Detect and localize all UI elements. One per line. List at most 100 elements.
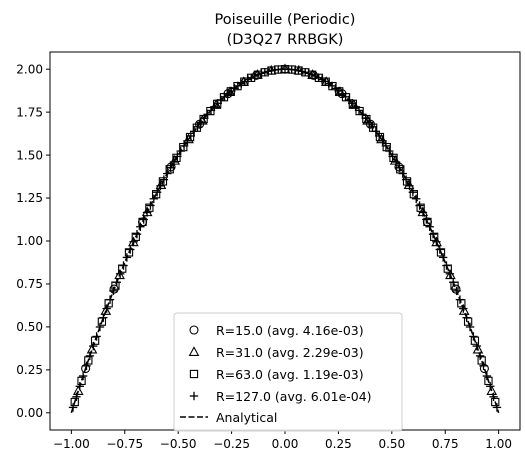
x-tick-label: −1.00: [53, 437, 90, 451]
data-point-plus: [109, 286, 118, 296]
data-point-plus: [189, 127, 199, 136]
x-tick-label: 0.25: [325, 437, 352, 451]
data-point-square: [70, 397, 79, 407]
data-point-plus: [146, 201, 155, 210]
data-point-plus: [412, 194, 421, 204]
data-point-plus: [479, 361, 488, 371]
data-point-plus: [105, 295, 115, 304]
data-point-plus: [405, 181, 414, 191]
data-point-plus: [378, 136, 387, 146]
data-point-plus: [401, 175, 411, 184]
chart-title-line2: (D3Q27 RRBGK): [227, 32, 344, 48]
data-point-square: [138, 217, 147, 227]
data-point-plus: [492, 403, 502, 412]
y-tick-label: 2.00: [16, 62, 43, 76]
legend-symbol-plus: [189, 391, 199, 401]
data-point-plus: [364, 118, 374, 127]
data-point-plus: [82, 361, 91, 371]
data-point-plus: [183, 136, 192, 146]
data-point-plus: [435, 245, 444, 254]
data-point-plus: [179, 141, 189, 151]
data-point-plus: [119, 261, 128, 270]
data-point-plus: [142, 208, 152, 217]
x-tick-label: 0.75: [432, 437, 459, 451]
data-point-triangle: [445, 269, 456, 280]
legend-label-analytical: Analytical: [216, 410, 277, 425]
data-point-plus: [462, 313, 471, 322]
data-point-plus: [442, 261, 451, 270]
data-point-square: [77, 376, 86, 386]
x-tick-label: −0.50: [160, 437, 197, 451]
data-point-square: [131, 232, 140, 241]
y-tick-label: 0.75: [16, 277, 43, 291]
data-point-plus: [99, 313, 108, 322]
y-tick-label: 0.25: [16, 363, 43, 377]
data-point-plus: [139, 215, 148, 224]
data-point-plus: [92, 332, 101, 341]
data-point-plus: [455, 295, 465, 304]
x-tick-label: 0.50: [378, 437, 405, 451]
data-point-plus: [129, 237, 138, 246]
data-point-plus: [132, 229, 142, 239]
data-point-plus: [428, 229, 438, 239]
data-point-triangle: [100, 305, 112, 315]
data-point-plus: [68, 403, 78, 412]
data-point-plus: [115, 269, 125, 278]
legend-marker-circle: [189, 325, 199, 335]
data-point-square: [165, 165, 174, 174]
ticks-layer: −1.00 −0.75 −0.50 −0.25 0.00 0.25 0.50 0.75 1.00…: [16, 62, 512, 451]
data-point-plus: [159, 175, 169, 184]
series-layer: [68, 63, 502, 414]
data-point-plus: [163, 169, 172, 178]
data-point-square: [477, 356, 486, 365]
data-point-plus: [102, 304, 111, 313]
data-point-plus: [149, 194, 158, 204]
legend-box: [173, 312, 403, 432]
data-point-plus: [418, 208, 428, 217]
data-point-plus: [368, 122, 377, 131]
data-point-square: [423, 217, 432, 227]
data-point-triangle: [86, 343, 98, 354]
legend-marker-square: [189, 369, 199, 379]
data-point-square: [145, 203, 154, 212]
y-tick-label: 0.00: [16, 406, 43, 420]
data-point-plus: [169, 157, 179, 167]
legend-symbol-triangle: [188, 346, 200, 356]
x-tick-label: −0.75: [106, 437, 143, 451]
data-point-square: [436, 248, 446, 257]
data-point-triangle: [458, 305, 470, 315]
data-point-plus: [186, 131, 195, 141]
data-point-triangle: [486, 385, 498, 395]
data-point-plus: [422, 215, 431, 224]
data-point-plus: [193, 122, 202, 131]
data-point-plus: [425, 222, 434, 231]
data-point-plus: [469, 332, 478, 341]
data-point-plus: [489, 392, 498, 401]
data-point-plus: [152, 188, 162, 197]
data-point-square: [409, 190, 419, 199]
data-point-triangle: [72, 385, 84, 395]
data-point-plus: [112, 278, 121, 287]
data-point-plus: [391, 157, 401, 167]
data-point-plus: [89, 341, 98, 351]
data-point-triangle: [472, 343, 484, 354]
legend: R=15.0 (avg. 4.16e-03) R=31.0 (avg. 2.29…: [173, 312, 403, 432]
series-plus: [68, 64, 502, 412]
data-point-square: [491, 397, 500, 407]
y-tick-label: 1.75: [16, 105, 43, 119]
data-point-plus: [375, 131, 384, 141]
data-point-plus: [449, 278, 458, 287]
data-point-plus: [176, 146, 185, 156]
data-point-plus: [415, 201, 424, 210]
data-point-plus: [408, 188, 418, 197]
y-tick-label: 1.00: [16, 234, 43, 248]
data-point-square: [158, 177, 168, 186]
data-point-plus: [486, 382, 495, 391]
data-point-plus: [459, 304, 468, 313]
data-point-square: [470, 336, 480, 345]
data-point-triangle: [114, 269, 125, 280]
data-point-square: [402, 177, 412, 186]
data-point-plus: [472, 341, 481, 351]
data-point-plus: [95, 322, 105, 332]
